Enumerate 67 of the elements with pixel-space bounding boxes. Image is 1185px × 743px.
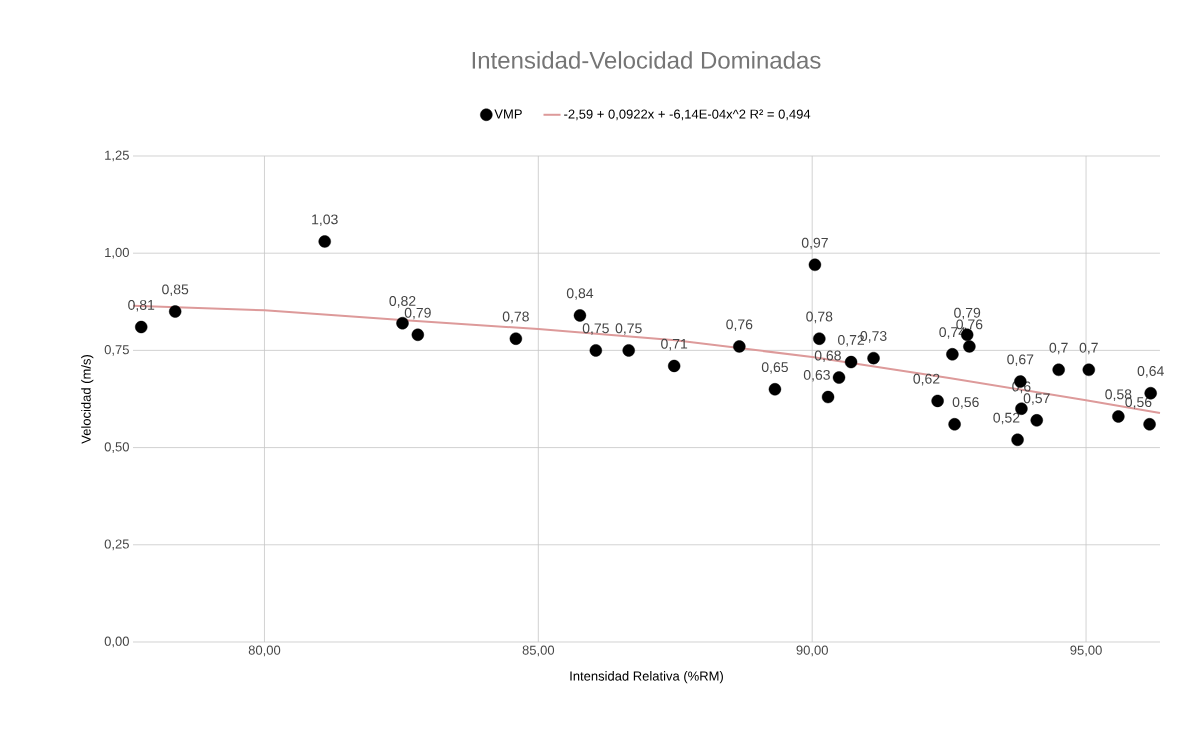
- data-label: 0,97: [801, 237, 828, 250]
- legend-label: VMP: [494, 109, 522, 119]
- point: [832, 371, 846, 384]
- data-label: 0,52: [993, 412, 1020, 425]
- data-label: 0,79: [954, 307, 981, 320]
- point: [1052, 363, 1065, 377]
- point: [733, 340, 746, 353]
- y-tick-label: 0,25: [104, 539, 129, 551]
- point: [946, 348, 959, 361]
- data-label: 0,62: [913, 373, 940, 386]
- data-label: 0,75: [615, 323, 642, 335]
- data-label: 0,85: [162, 284, 189, 296]
- x-tick-label: 85,00: [522, 645, 555, 657]
- point: [318, 235, 331, 248]
- point: [1143, 418, 1156, 431]
- y-tick-label: 1,25: [105, 150, 129, 162]
- x-tick-label: 90,00: [796, 645, 828, 657]
- point: [1112, 410, 1125, 423]
- x-tick-label: 95,00: [1070, 645, 1102, 657]
- y-axis-title: Velocidad (m/s): [81, 355, 94, 444]
- data-label: 0,7: [1079, 342, 1098, 355]
- point: [768, 383, 782, 396]
- data-label: 0,81: [128, 299, 155, 312]
- data-label: 1,03: [312, 214, 338, 226]
- point: [948, 418, 961, 431]
- point: [821, 390, 835, 404]
- point: [1011, 433, 1024, 447]
- data-label: 0,82: [389, 296, 416, 308]
- point: [808, 258, 822, 272]
- data-label: 0,67: [1007, 354, 1034, 366]
- y-tick-label: 0,75: [104, 345, 129, 356]
- data-label: 0,56: [952, 397, 979, 409]
- data-label: 0,76: [726, 319, 753, 331]
- point: [589, 344, 603, 357]
- y-tick-label: 1,00: [105, 247, 129, 259]
- data-label: 0,68: [814, 350, 841, 363]
- data-label: 0,84: [566, 288, 594, 300]
- data-label: 0,78: [806, 311, 833, 324]
- point: [573, 309, 587, 322]
- point: [813, 332, 826, 345]
- point: [1082, 363, 1095, 377]
- chart-title: Intensidad-Velocidad Dominadas: [472, 51, 821, 69]
- point: [411, 328, 425, 342]
- point: [667, 359, 681, 373]
- point: [509, 332, 523, 345]
- point: [867, 351, 880, 365]
- point: [844, 355, 858, 369]
- x-axis-title: Intensidad Relativa (%RM): [570, 671, 723, 684]
- point: [931, 394, 944, 408]
- data-label: 0,79: [404, 307, 431, 320]
- point: [622, 344, 635, 357]
- data-label: 0,57: [1023, 393, 1050, 405]
- point: [1030, 414, 1043, 427]
- y-tick-label: 0,50: [104, 442, 129, 453]
- data-label: 0,63: [803, 369, 830, 382]
- point: [963, 340, 976, 353]
- data-label: 0,64: [1137, 366, 1164, 378]
- data-label: 0,78: [502, 311, 529, 324]
- point: [135, 320, 148, 334]
- y-tick-label: 0,00: [104, 636, 129, 648]
- data-label: 0,65: [761, 362, 788, 374]
- point: [168, 305, 182, 318]
- data-label: 0,71: [661, 338, 688, 351]
- x-tick-label: 80,00: [248, 645, 281, 657]
- data-label: 0,7: [1049, 342, 1068, 355]
- legend-label: -2,59 + 0,0922x + -6,14E-04x^2 R² = 0,494: [564, 109, 811, 121]
- data-label: 0,75: [582, 323, 609, 335]
